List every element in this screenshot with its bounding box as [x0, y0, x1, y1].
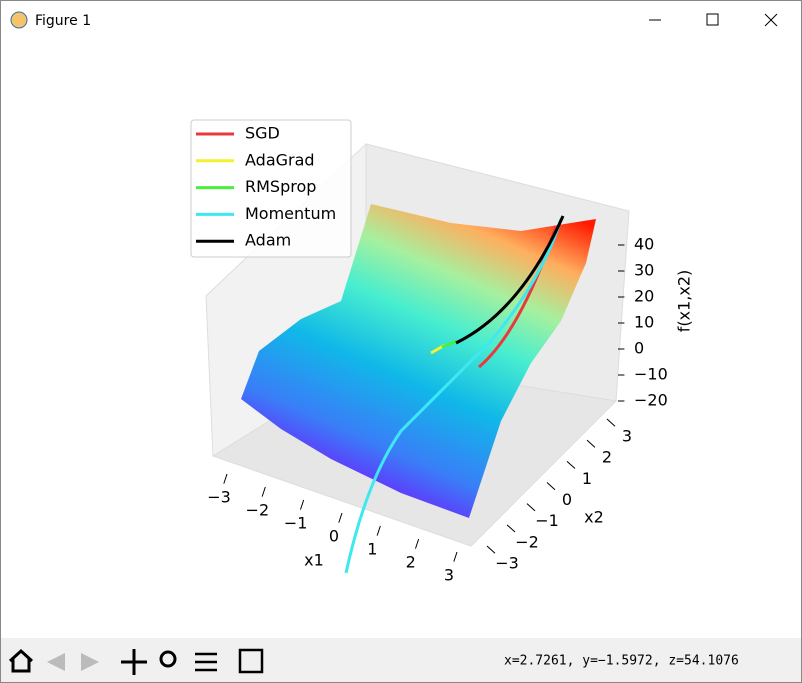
z-tick-label: 20: [634, 287, 654, 306]
surface: [241, 204, 596, 518]
trajectory: [441, 339, 458, 349]
x-tick: [453, 551, 458, 562]
z-tick-label: 40: [634, 235, 654, 254]
x-tick-label: −2: [246, 501, 270, 520]
home-button[interactable]: [8, 648, 34, 673]
x-tick: [261, 486, 266, 497]
trajectory: [344, 218, 563, 574]
y-tick: [486, 545, 496, 554]
y-tick: [526, 503, 536, 512]
z-tick-label: 30: [634, 261, 654, 280]
z-tick-label: 0: [634, 339, 644, 358]
x-tick-label: 2: [406, 553, 416, 572]
legend: [190, 119, 352, 258]
window-title: Figure 1: [35, 13, 91, 29]
z-tick-label: −20: [634, 391, 668, 410]
y-tick: [506, 524, 516, 533]
z-tick-label: −10: [634, 365, 668, 384]
legend-label: SGD: [245, 124, 280, 143]
y-axis-label: x2: [584, 508, 604, 527]
x-tick: [338, 512, 343, 523]
z-tick-label: 10: [634, 313, 654, 332]
status-text: x=2.7261, y=−1.5972, z=54.1076: [504, 654, 739, 669]
title-bar: [1, 1, 801, 39]
x-tick-label: −1: [284, 514, 308, 533]
back-button[interactable]: [47, 653, 65, 671]
x-tick-label: −3: [207, 488, 231, 507]
configure-button[interactable]: [195, 652, 217, 672]
pan-button[interactable]: [121, 649, 147, 675]
y-tick: [606, 418, 616, 427]
x-tick-label: 1: [367, 540, 377, 559]
legend-label: Momentum: [245, 204, 336, 223]
y-tick-label: −3: [495, 554, 519, 573]
y-tick: [586, 439, 596, 448]
y-tick-label: 3: [622, 427, 632, 446]
app-icon: [10, 11, 28, 29]
forward-button[interactable]: [81, 653, 99, 671]
legend-label: Adam: [245, 231, 291, 250]
legend-label: RMSprop: [245, 177, 316, 196]
trajectory: [455, 215, 565, 345]
y-tick-label: −2: [515, 532, 539, 551]
y-tick-label: 1: [582, 469, 592, 488]
legend-label: AdaGrad: [245, 150, 315, 169]
x-tick: [299, 499, 305, 510]
close-button[interactable]: [764, 13, 778, 27]
x-tick: [223, 473, 228, 484]
z-axis-label: f(x1,x2): [675, 270, 694, 333]
x-tick: [376, 525, 381, 536]
zoom-button[interactable]: [159, 650, 177, 668]
save-button[interactable]: [238, 648, 264, 674]
x-tick-label: 0: [329, 527, 339, 546]
y-tick-label: 0: [562, 490, 572, 509]
x-tick: [414, 538, 420, 549]
y-tick-label: −1: [535, 511, 559, 530]
y-tick-label: 2: [602, 448, 612, 467]
x-tick-label: 3: [444, 566, 454, 585]
x-axis-label: x1: [304, 551, 324, 570]
y-tick: [566, 460, 576, 469]
y-tick: [546, 482, 556, 491]
maximize-button[interactable]: [706, 13, 719, 26]
